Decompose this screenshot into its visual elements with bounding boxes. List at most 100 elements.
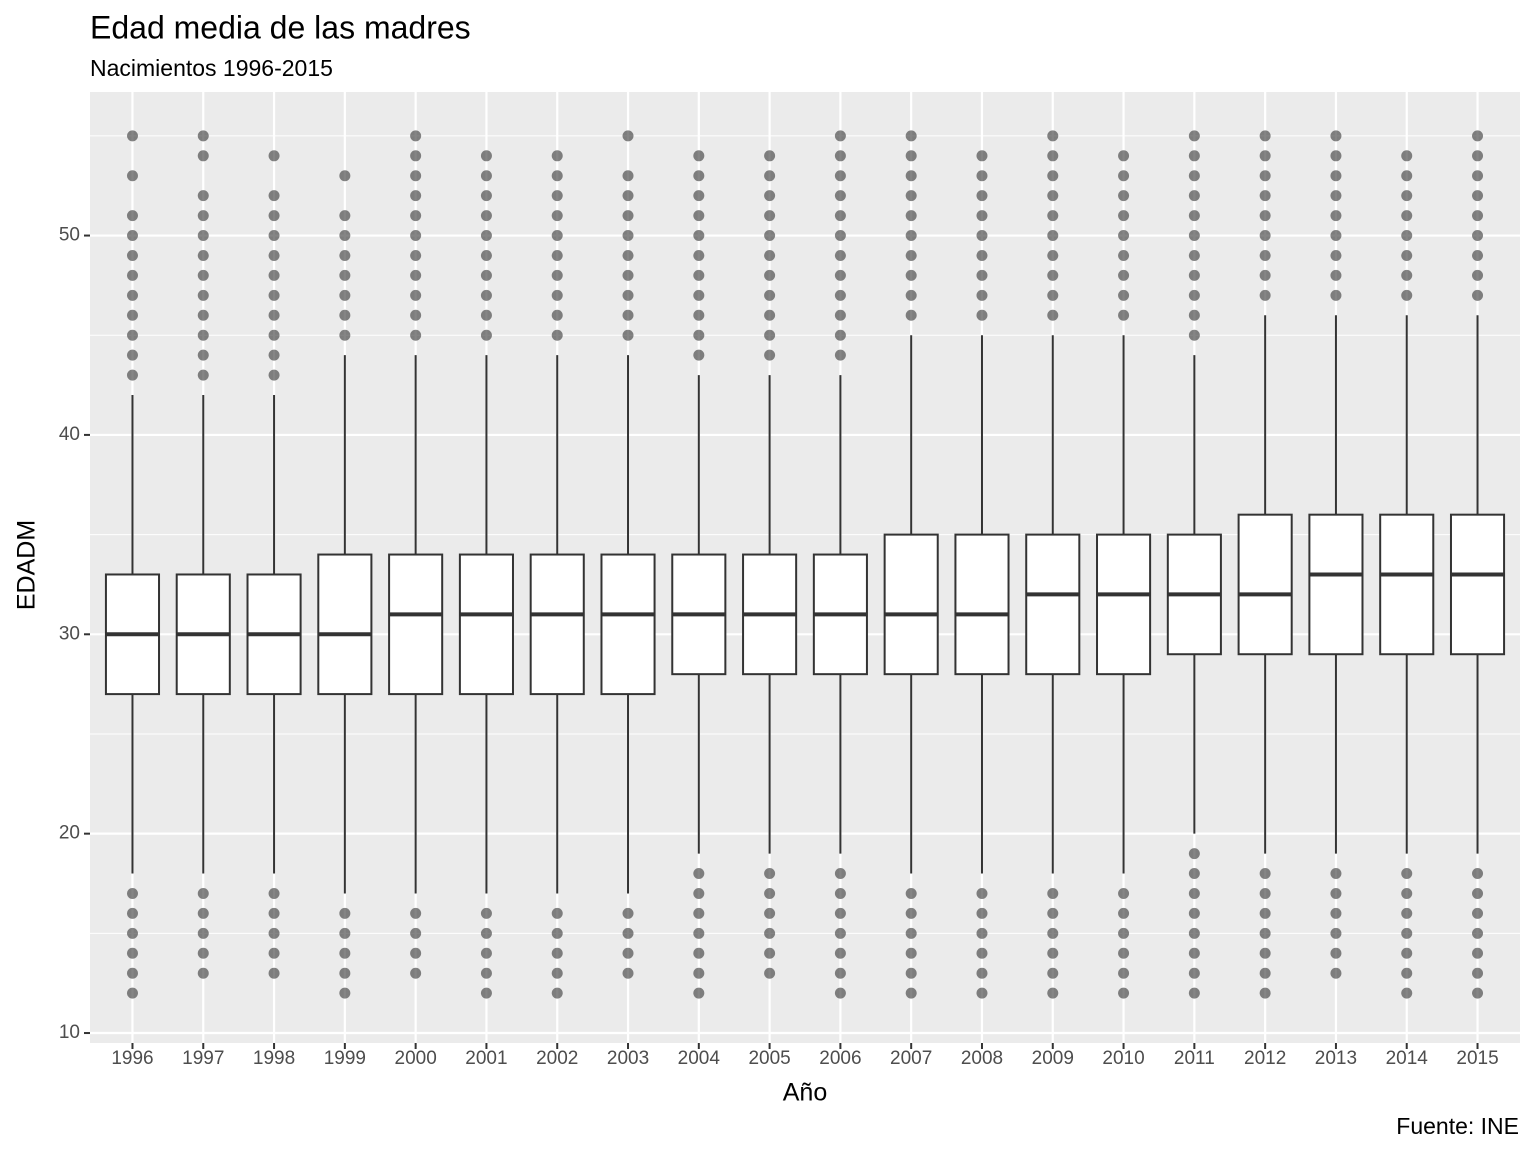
outlier <box>976 947 988 959</box>
outlier <box>268 150 280 162</box>
outlier <box>693 907 705 919</box>
x-tick-label: 1999 <box>324 1048 366 1069</box>
outlier <box>1118 210 1130 222</box>
outlier <box>1330 170 1342 182</box>
outlier <box>1259 927 1271 939</box>
outlier <box>1330 887 1342 899</box>
outlier <box>1259 150 1271 162</box>
outlier <box>1401 967 1413 979</box>
outlier <box>480 269 492 281</box>
outlier <box>1330 269 1342 281</box>
outlier <box>126 349 138 361</box>
outlier <box>480 249 492 261</box>
outlier <box>1472 170 1484 182</box>
outlier <box>1047 927 1059 939</box>
outlier <box>764 967 776 979</box>
x-tick-label: 2011 <box>1174 1048 1215 1069</box>
outlier <box>339 947 351 959</box>
outlier <box>410 927 422 939</box>
outlier <box>1188 987 1200 999</box>
outlier <box>480 170 492 182</box>
outlier <box>1259 130 1271 142</box>
outlier <box>480 987 492 999</box>
outlier <box>1401 210 1413 222</box>
outlier <box>197 349 209 361</box>
outlier <box>339 269 351 281</box>
outlier <box>834 190 846 202</box>
outlier <box>834 249 846 261</box>
outlier <box>126 230 138 242</box>
outlier <box>693 150 705 162</box>
outlier <box>693 210 705 222</box>
outlier <box>1472 269 1484 281</box>
x-tick-label: 2003 <box>607 1048 649 1069</box>
box <box>1379 513 1435 656</box>
outlier <box>410 289 422 301</box>
outlier <box>126 130 138 142</box>
outlier <box>764 329 776 341</box>
outlier <box>126 927 138 939</box>
outlier <box>905 249 917 261</box>
outlier <box>268 967 280 979</box>
outlier <box>622 967 634 979</box>
outlier <box>268 369 280 381</box>
outlier <box>764 947 776 959</box>
outlier <box>1188 249 1200 261</box>
outlier <box>693 987 705 999</box>
outlier <box>1047 269 1059 281</box>
outlier <box>834 927 846 939</box>
outlier <box>126 887 138 899</box>
outlier <box>410 249 422 261</box>
outlier <box>1330 967 1342 979</box>
outlier <box>1188 130 1200 142</box>
outlier <box>1401 987 1413 999</box>
outlier <box>1188 927 1200 939</box>
outlier <box>1047 170 1059 182</box>
outlier <box>1401 887 1413 899</box>
outlier <box>905 907 917 919</box>
outlier <box>1118 190 1130 202</box>
outlier <box>197 967 209 979</box>
outlier <box>1401 190 1413 202</box>
y-tick-label: 10 <box>59 1022 80 1043</box>
outlier <box>126 987 138 999</box>
x-tick-label: 2006 <box>819 1048 861 1069</box>
outlier <box>1118 907 1130 919</box>
outlier <box>1047 150 1059 162</box>
outlier <box>1472 249 1484 261</box>
outlier <box>834 210 846 222</box>
outlier <box>1472 967 1484 979</box>
outlier <box>1401 230 1413 242</box>
outlier <box>1118 887 1130 899</box>
outlier <box>905 190 917 202</box>
outlier <box>622 130 634 142</box>
outlier <box>339 329 351 341</box>
outlier <box>622 947 634 959</box>
outlier <box>834 269 846 281</box>
outlier <box>551 190 563 202</box>
outlier <box>834 967 846 979</box>
outlier <box>1188 289 1200 301</box>
outlier <box>1472 987 1484 999</box>
outlier <box>1118 289 1130 301</box>
outlier <box>268 947 280 959</box>
outlier <box>1330 230 1342 242</box>
outlier <box>976 269 988 281</box>
outlier <box>834 349 846 361</box>
outlier <box>1047 249 1059 261</box>
outlier <box>268 210 280 222</box>
outlier <box>126 210 138 222</box>
outlier <box>1401 170 1413 182</box>
outlier <box>764 927 776 939</box>
outlier <box>1259 249 1271 261</box>
outlier <box>480 230 492 242</box>
outlier <box>1472 130 1484 142</box>
x-tick-label: 2002 <box>536 1048 578 1069</box>
x-tick-label: 2009 <box>1032 1048 1074 1069</box>
outlier <box>551 249 563 261</box>
outlier <box>764 907 776 919</box>
outlier <box>1330 868 1342 880</box>
outlier <box>1401 907 1413 919</box>
outlier <box>480 289 492 301</box>
outlier <box>197 329 209 341</box>
